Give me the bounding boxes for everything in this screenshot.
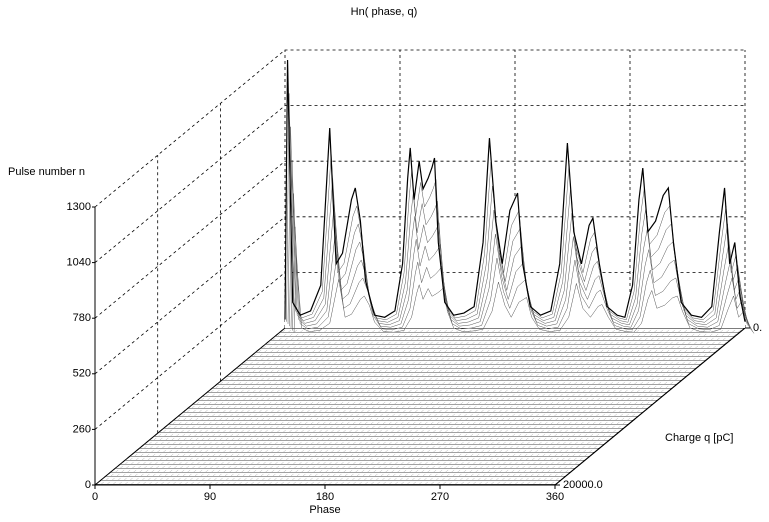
profile-line (284, 60, 746, 322)
ridge (293, 260, 755, 334)
y-axis-label: Pulse number n (8, 166, 85, 178)
y-tick-label: 0 (85, 479, 91, 491)
x-tick-label: 180 (316, 491, 334, 503)
z-axis (554, 327, 746, 486)
z-axis-label: Charge q [pC] (665, 432, 733, 444)
z-tick-label: 0. (753, 322, 762, 334)
ridge (289, 160, 750, 328)
x-axis-label: Phase (309, 504, 340, 516)
y-tick-label: 520 (73, 368, 91, 380)
floor (93, 327, 747, 486)
y-tick-label: 1300 (67, 201, 91, 213)
x-tick-label: 360 (546, 491, 564, 503)
z-tick-label: 20000.0 (563, 479, 603, 491)
x-tick-label: 0 (92, 491, 98, 503)
ridge (287, 126, 749, 326)
grid-line (94, 216, 745, 375)
y-tick-label: 1040 (67, 257, 91, 269)
x-tick-label: 90 (204, 491, 216, 503)
y-tick-label: 260 (73, 423, 91, 435)
ridge (290, 193, 752, 330)
grid-line (94, 160, 745, 319)
chart-title: Hn( phase, q) (351, 6, 418, 18)
x-tick-label: 270 (431, 491, 449, 503)
y-tick-label: 780 (73, 312, 91, 324)
